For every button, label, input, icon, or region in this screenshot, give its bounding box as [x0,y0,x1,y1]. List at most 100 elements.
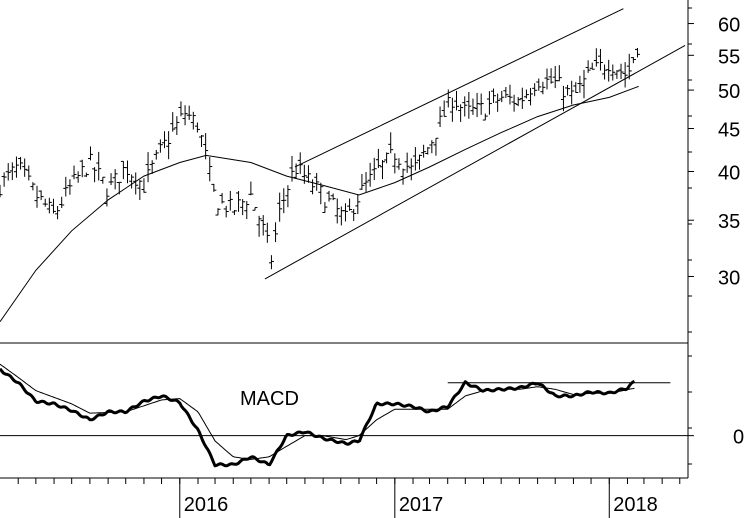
ohlc-bar [466,91,472,119]
ohlc-bar [153,149,159,160]
ohlc-bar [186,105,192,120]
ohlc-bar [367,162,373,187]
ohlc-bar [305,165,311,183]
ohlc-bar [515,96,521,107]
ohlc-bar [552,65,558,89]
ohlc-bar [26,165,32,181]
ohlc-bar [614,70,620,79]
ohlc-bar [100,176,106,184]
ohlc-bar [384,152,390,164]
ohlc-bar [474,92,480,118]
ohlc-bar [634,47,640,58]
ohlc-bar [248,181,254,196]
ohlc-bar [536,78,542,91]
ohlc-bar [252,207,258,211]
ohlc-bar [630,56,636,64]
ohlc-bar [507,84,513,105]
ohlc-bar [540,81,546,95]
price-tick-label: 55 [718,46,740,68]
ohlc-bar [606,59,612,82]
ohlc-bar [602,64,608,80]
ohlc-bar [445,89,451,108]
macd-tick-label: 0 [733,427,744,449]
ohlc-bar [486,91,492,115]
ohlc-bar [404,152,410,173]
time-tick-label: 2018 [613,494,658,516]
ohlc-bar [223,205,229,218]
ohlc-bar [425,147,431,155]
ohlc-bar [556,65,562,82]
ohlc-bar [482,113,488,121]
ohlc-bar [375,148,381,169]
ohlc-bar [573,82,579,94]
macd-line [0,367,636,468]
ohlc-bar [400,168,406,185]
price-tick-label: 35 [718,211,740,233]
ohlc-bar [342,203,348,222]
ohlc-bar [610,64,616,81]
macd-label: MACD [240,388,299,410]
ohlc-bar [231,210,237,215]
ohlc-bar [34,185,40,208]
ohlc-bar [511,94,517,112]
ohlc-bar [437,106,443,128]
ohlc-bar [528,87,534,106]
ohlc-bar [519,87,525,109]
ohlc-bar [421,144,427,158]
ohlc-bar [268,255,274,270]
ohlc-bar [18,156,24,170]
ohlc-bar [441,100,447,117]
ohlc-bar [310,179,316,195]
ohlc-bar [581,69,587,99]
ohlc-bar [264,222,270,243]
ohlc-bar [433,137,439,156]
trendline [294,8,624,168]
ohlc-bar [38,190,44,201]
ohlc-bar [565,84,571,96]
ohlc-bar [1,172,7,187]
ohlc-bar [112,169,118,190]
time-tick-label: 2016 [184,494,229,516]
ohlc-bar [491,88,497,103]
ohlc-bar [429,140,435,154]
price-tick-label: 40 [718,163,740,185]
ohlc-bar [244,201,250,220]
time-tick-label: 2017 [399,494,444,516]
ohlc-bar [145,152,151,183]
time-axis-ticks: 2016 2017 2018 [17,478,681,518]
ohlc-bar [408,158,414,181]
ohlc-bar [92,167,98,183]
ohlc-bar [277,192,283,222]
macd-signal-line [0,363,635,460]
ohlc-bar [0,184,3,198]
ohlc-bar [569,80,575,105]
ohlc-bar [149,160,155,174]
ohlc-bar [314,172,320,191]
ohlc-bar [120,160,126,180]
ohlc-bar [548,68,554,84]
ohlc-bar [577,75,583,93]
ohlc-bar [203,133,209,160]
ohlc-bar [388,132,394,154]
ohlc-bar [166,131,172,160]
price-tick-label: 60 [718,15,740,37]
ohlc-bar [256,215,262,237]
trendline [264,45,686,280]
ohlc-bar [104,188,110,207]
ohlc-bar [9,162,15,181]
ohlc-bar [219,192,225,204]
ohlc-bar [523,89,529,99]
ohlc-bar [458,104,464,122]
ohlc-bar [190,111,196,130]
ohlc-bar [182,105,188,126]
ohlc-bar [470,98,476,115]
ohlc-bar [260,215,266,236]
ohlc-bar [199,135,205,148]
ohlc-bar [532,83,538,97]
price-axis-ticks: 30 35 40 45 50 55 60 [688,7,740,333]
ohlc-bar [499,90,505,103]
price-tick-label: 30 [718,267,740,289]
ohlc-bar [285,185,291,208]
ohlc-bar [236,191,242,212]
